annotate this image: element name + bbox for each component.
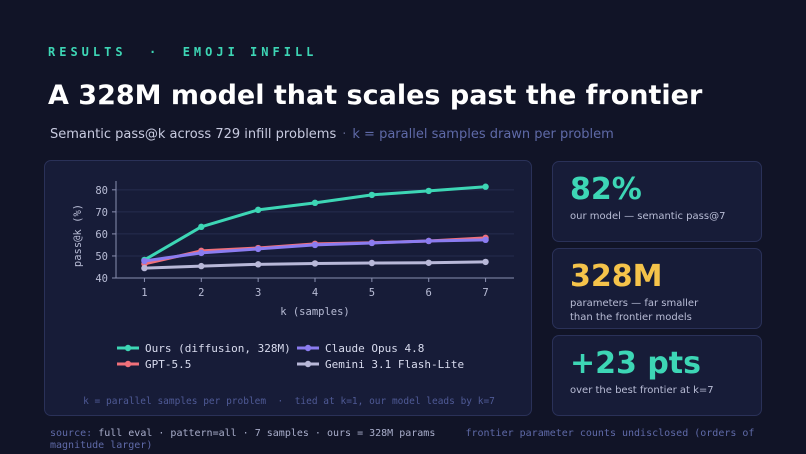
chart-card: 40 50 60 70 80 1 2 3 4 5 6 7 k (samples) pass@k (%) Ou… bbox=[44, 160, 532, 416]
y-tick-label: 40 bbox=[95, 273, 108, 285]
legend-swatch-dot bbox=[124, 360, 132, 368]
x-tick-label: 2 bbox=[198, 287, 204, 299]
legend-swatch-dot bbox=[304, 360, 312, 368]
data-point bbox=[254, 245, 262, 253]
x-tick-label: 7 bbox=[482, 287, 488, 299]
stat-label: parameters — far smaller than the fronti… bbox=[570, 298, 699, 323]
data-point bbox=[198, 262, 205, 270]
footer-label: source: bbox=[50, 428, 93, 439]
subtitle-note: k = parallel samples drawn per problem bbox=[352, 127, 614, 142]
data-point bbox=[482, 236, 489, 244]
footer-note: frontier parameter counts undisclosed (o… bbox=[50, 428, 755, 451]
data-point bbox=[482, 258, 489, 266]
chart-note: k = parallel samples per problem · tied … bbox=[83, 396, 495, 407]
x-tick-label: 5 bbox=[369, 287, 375, 299]
y-tick-label: 70 bbox=[95, 207, 108, 219]
eyebrow: RESULTS · EMOJI INFILL bbox=[48, 45, 318, 59]
chart: 40 50 60 70 80 1 2 3 4 5 6 7 k (samples) pass@k (%) Ou… bbox=[72, 181, 514, 407]
stat-value: +23 pts bbox=[570, 346, 702, 381]
legend-label: Claude Opus 4.8 bbox=[325, 342, 424, 355]
stat-value: 328M bbox=[570, 259, 663, 294]
stat-value: 82% bbox=[570, 172, 642, 207]
footer-text: full eval · pattern=all · 7 samples · ou… bbox=[98, 428, 436, 439]
y-tick-label: 60 bbox=[95, 229, 108, 241]
stat-card: +23 pts over the best frontier at k=7 bbox=[552, 335, 762, 416]
x-tick-label: 3 bbox=[255, 287, 261, 299]
x-tick-label: 1 bbox=[141, 287, 147, 299]
data-point bbox=[425, 259, 432, 266]
y-axis-label: pass@k (%) bbox=[72, 204, 84, 267]
legend-swatch-dot bbox=[124, 344, 132, 352]
data-point bbox=[425, 237, 432, 245]
data-point bbox=[482, 183, 489, 190]
data-point bbox=[311, 241, 319, 249]
stat-label: our model — semantic pass@7 bbox=[570, 211, 726, 222]
subtitle: Semantic pass@k across 729 infill proble… bbox=[50, 127, 337, 142]
legend-swatch-dot bbox=[304, 344, 312, 352]
data-point bbox=[368, 239, 376, 247]
series-line bbox=[143, 185, 486, 262]
y-tick-label: 50 bbox=[95, 251, 108, 263]
data-point bbox=[254, 261, 262, 268]
data-point bbox=[368, 191, 376, 199]
legend-label: GPT-5.5 bbox=[145, 358, 191, 371]
data-point bbox=[141, 264, 148, 272]
data-point bbox=[254, 206, 262, 214]
x-axis-label: k (samples) bbox=[280, 306, 350, 318]
subtitle-row: Semantic pass@k across 729 infill proble… bbox=[50, 127, 614, 142]
data-point bbox=[198, 249, 205, 257]
title: A 328M model that scales past the fronti… bbox=[48, 80, 703, 111]
legend-label: Gemini 3.1 Flash-Lite bbox=[325, 358, 464, 371]
stat-card: 328M parameters — far smaller than the f… bbox=[552, 248, 762, 329]
data-point bbox=[311, 199, 319, 207]
stat-label: over the best frontier at k=7 bbox=[570, 385, 714, 396]
data-point bbox=[425, 187, 432, 195]
separator: · bbox=[342, 127, 347, 142]
x-tick-label: 4 bbox=[312, 287, 318, 299]
data-point bbox=[311, 260, 319, 267]
data-point bbox=[141, 257, 148, 265]
x-tick-label: 6 bbox=[426, 287, 432, 299]
data-point bbox=[198, 223, 205, 231]
y-tick-label: 80 bbox=[95, 185, 108, 197]
legend-label: Ours (diffusion, 328M) bbox=[145, 342, 291, 355]
footer: source: full eval · pattern=all · 7 samp… bbox=[50, 428, 770, 452]
data-point bbox=[368, 259, 376, 267]
stat-card: 82% our model — semantic pass@7 bbox=[552, 161, 762, 242]
